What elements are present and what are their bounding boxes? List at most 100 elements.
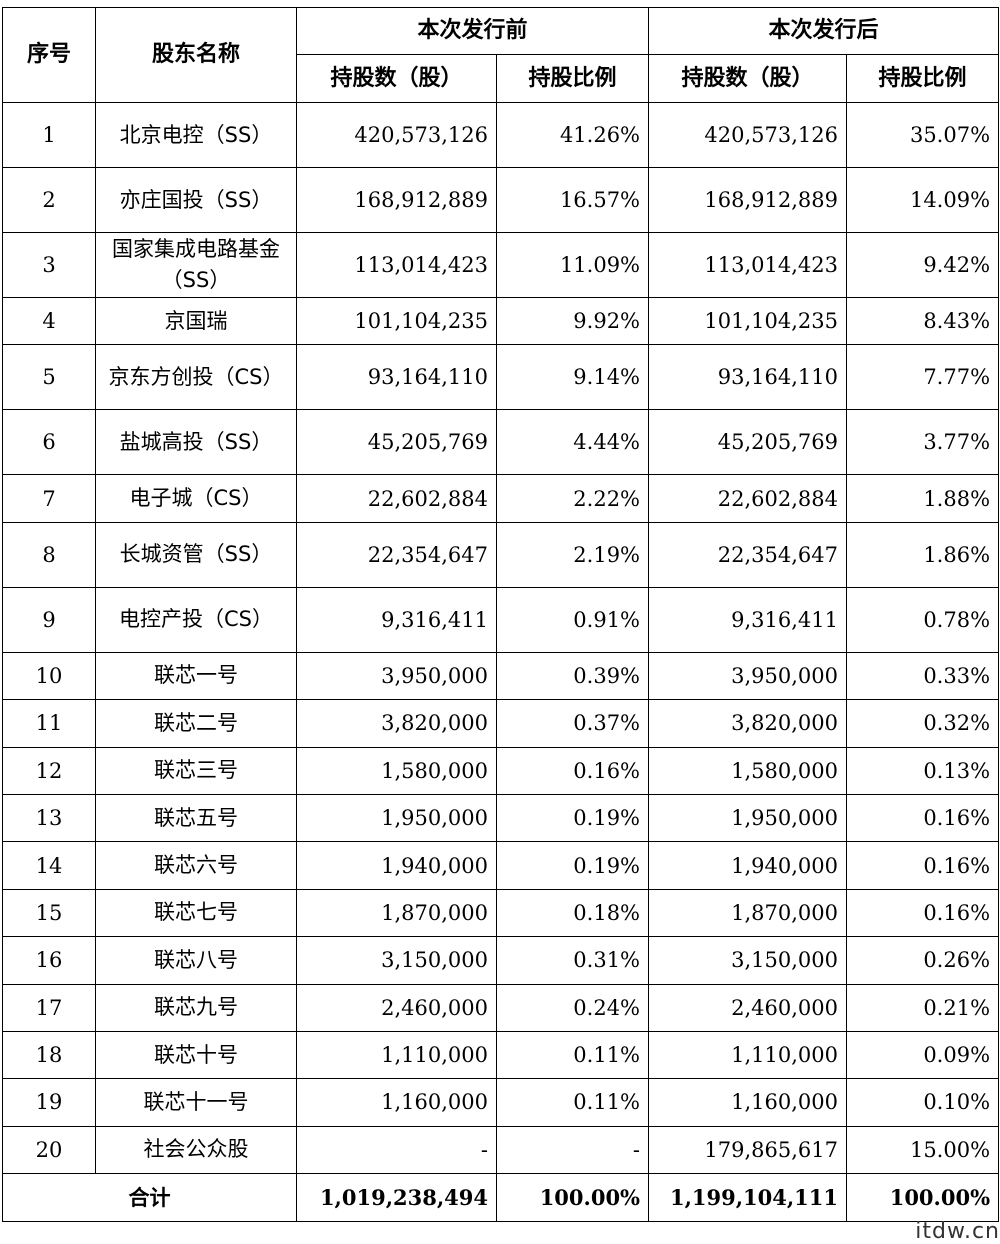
row-ratio-before: 0.24% — [495, 983, 650, 1032]
row-shares-before: 93,164,110 — [296, 344, 497, 411]
header-ratio-before: 持股比例 — [495, 54, 650, 103]
row-ratio-after: 0.33% — [846, 651, 1000, 701]
row-ratio-before: 0.16% — [495, 746, 650, 795]
row-shareholder-name: 联芯十号 — [95, 1030, 297, 1080]
row-ratio-before: 2.19% — [495, 521, 650, 588]
row-ratio-before: 0.19% — [495, 841, 650, 890]
table-row: 18 联芯十号 1,110,000 0.11% 1,110,000 0.09% — [2, 1030, 1000, 1080]
table-row: 12 联芯三号 1,580,000 0.16% 1,580,000 0.13% — [2, 746, 1000, 795]
row-ratio-after: 0.16% — [846, 841, 1000, 890]
row-shares-after: 1,950,000 — [648, 793, 848, 843]
row-shares-after: 22,354,647 — [648, 521, 848, 588]
row-ratio-after: 0.13% — [846, 746, 1000, 795]
row-ratio-before: 11.09% — [495, 232, 650, 298]
row-seq: 4 — [2, 296, 96, 346]
row-seq: 20 — [2, 1125, 96, 1175]
row-ratio-after: 0.32% — [846, 699, 1000, 748]
row-shares-before: 1,940,000 — [296, 841, 497, 890]
row-shares-before: 22,602,884 — [296, 474, 497, 523]
row-shareholder-name: 联芯五号 — [95, 793, 297, 843]
row-ratio-after: 3.77% — [846, 409, 1000, 476]
row-ratio-before: 16.57% — [495, 167, 650, 233]
row-ratio-before: 0.18% — [495, 888, 650, 938]
row-ratio-before: 0.19% — [495, 793, 650, 843]
table-row: 13 联芯五号 1,950,000 0.19% 1,950,000 0.16% — [2, 793, 1000, 843]
table-row: 3 国家集成电路基金（SS） 113,014,423 11.09% 113,014,42… — [2, 232, 1000, 298]
row-shares-after: 179,865,617 — [648, 1125, 848, 1175]
row-ratio-before: 0.39% — [495, 651, 650, 701]
table-row: 20 社会公众股 - -179,865,617 15.00% — [2, 1125, 1000, 1175]
row-shares-after: 420,573,126 — [648, 102, 848, 168]
row-shares-after: 93,164,110 — [648, 344, 848, 411]
row-shares-before: 113,014,423 — [296, 232, 497, 298]
row-shares-before: 1,580,000 — [296, 746, 497, 795]
table-row: 19 联芯十一号 1,160,000 0.11% 1,160,000 0.10% — [2, 1078, 1000, 1127]
row-shares-after: 1,110,000 — [648, 1030, 848, 1080]
header-before-issuance: 本次发行前 — [295, 7, 650, 55]
table-row: 6 盐城高投（SS） 45,205,769 4.44% 45,205,769 3.77% — [2, 409, 1000, 476]
row-seq: 3 — [2, 232, 96, 298]
row-ratio-after: 0.10% — [846, 1078, 1000, 1127]
row-seq: 14 — [2, 841, 96, 890]
total-shares-after: 1,199,104,111 — [648, 1173, 848, 1223]
row-seq: 2 — [2, 167, 96, 233]
row-seq: 15 — [2, 888, 96, 938]
row-ratio-before: 0.91% — [495, 586, 650, 653]
row-seq: 12 — [2, 746, 96, 795]
total-ratio-after: 100.00% — [846, 1173, 1000, 1223]
row-shares-before: 3,150,000 — [296, 936, 497, 985]
row-shares-after: 45,205,769 — [648, 409, 848, 476]
total-label: 合计 — [2, 1173, 297, 1223]
table-row: 7 电子城（CS） 22,602,884 2.22% 22,602,884 1.88% — [2, 474, 1000, 523]
table-row: 4 京国瑞 101,104,235 9.92% 101,104,235 8.43% — [2, 296, 1000, 346]
row-shares-before: 1,950,000 — [296, 793, 497, 843]
row-shareholder-name: 京东方创投（CS） — [95, 344, 297, 411]
row-shares-before: 9,316,411 — [296, 586, 497, 653]
row-shareholder-name: 社会公众股 — [95, 1125, 297, 1175]
table-row: 8 长城资管（SS） 22,354,647 2.19% 22,354,647 1.86% — [2, 521, 1000, 588]
row-shares-before: 22,354,647 — [296, 521, 497, 588]
row-shareholder-name: 联芯八号 — [95, 936, 297, 985]
row-seq: 16 — [2, 936, 96, 985]
row-shares-before: 1,870,000 — [296, 888, 497, 938]
row-shares-before: 45,205,769 — [296, 409, 497, 476]
row-seq: 11 — [2, 699, 96, 748]
table-row: 16 联芯八号 3,150,000 0.31% 3,150,000 0.26% — [2, 936, 1000, 985]
row-shares-after: 113,014,423 — [648, 232, 848, 298]
row-shareholder-name: 长城资管（SS） — [95, 521, 297, 588]
row-ratio-after: 0.09% — [846, 1030, 1000, 1080]
row-seq: 13 — [2, 793, 96, 843]
total-row: 合计 1,019,238,494 100.00% 1,199,104,111 1… — [2, 1173, 1000, 1223]
row-ratio-before: 2.22% — [495, 474, 650, 523]
total-ratio-before: 100.00% — [495, 1173, 650, 1223]
row-shares-before: 1,110,000 — [296, 1030, 497, 1080]
row-shares-before: 101,104,235 — [296, 296, 497, 346]
row-shares-after: 3,820,000 — [648, 699, 848, 748]
row-ratio-after: 0.21% — [846, 983, 1000, 1032]
table-row: 2 亦庄国投（SS） 168,912,889 16.57% 168,912,889 14.… — [2, 167, 1000, 233]
row-shares-after: 1,940,000 — [648, 841, 848, 890]
row-seq: 17 — [2, 983, 96, 1032]
row-ratio-before: - — [495, 1125, 650, 1175]
row-ratio-after: 1.88% — [846, 474, 1000, 523]
row-shareholder-name: 联芯二号 — [95, 699, 297, 748]
row-shareholder-name: 联芯三号 — [95, 746, 297, 795]
row-shares-before: 420,573,126 — [296, 102, 497, 168]
row-ratio-after: 1.86% — [846, 521, 1000, 588]
row-seq: 19 — [2, 1078, 96, 1127]
row-shares-after: 1,870,000 — [648, 888, 848, 938]
table-row: 10 联芯一号 3,950,000 0.39% 3,950,000 0.33% — [2, 651, 1000, 701]
row-shareholder-name: 北京电控（SS） — [95, 102, 297, 168]
row-seq: 7 — [2, 474, 96, 523]
header-shareholder-name: 股东名称 — [95, 7, 297, 103]
table-row: 17 联芯九号 2,460,000 0.24% 2,460,000 0.21% — [2, 983, 1000, 1032]
row-shareholder-name: 联芯六号 — [95, 841, 297, 890]
row-shares-after: 1,580,000 — [648, 746, 848, 795]
row-shareholder-name: 电控产投（CS） — [95, 586, 297, 653]
row-shares-after: 9,316,411 — [648, 586, 848, 653]
table-row: 14 联芯六号 1,940,000 0.19% 1,940,000 0.16% — [2, 841, 1000, 890]
row-shares-before: 2,460,000 — [296, 983, 497, 1032]
row-seq: 1 — [2, 102, 96, 168]
row-shares-after: 1,160,000 — [648, 1078, 848, 1127]
row-shareholder-name: 电子城（CS） — [95, 474, 297, 523]
